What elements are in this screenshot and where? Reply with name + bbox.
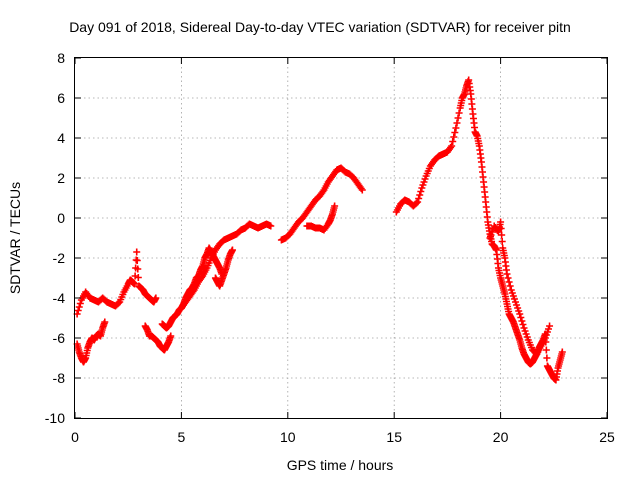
series-seg-c [141,322,175,354]
data-point [131,280,139,288]
data-point [76,300,84,307]
data-point [134,265,142,273]
y-tick-label: -8 [53,370,66,386]
data-point [152,294,160,302]
data-point [228,246,236,254]
data-point [503,270,511,278]
series-seg-e [177,220,275,312]
data-point [414,198,422,206]
y-tick-label: 8 [57,50,65,66]
series-seg-h [303,202,339,234]
data-point [331,202,339,210]
series-seg-i [392,76,566,384]
y-tick-label: -10 [45,410,65,426]
y-tick-label: -2 [53,250,66,266]
x-axis-label: GPS time / hours [287,457,394,473]
data-point [451,129,459,136]
data-point [453,119,461,127]
data-point [452,124,460,132]
y-axis-label: SDTVAR / TECUs [7,182,23,294]
data-point [447,144,455,151]
data-point [74,307,82,314]
data-point [358,186,366,194]
y-tick-label: 4 [57,130,65,146]
data-point [133,257,141,264]
data-point [133,248,141,256]
data-point [417,188,425,195]
data-point [267,222,275,230]
x-tick-label: 15 [386,429,402,445]
data-point [497,225,505,232]
series-seg-b [73,248,160,318]
data-point [543,354,551,362]
x-tick-label: 5 [178,429,186,445]
data-point [415,195,423,202]
data-point [516,310,524,318]
data-point [450,133,458,141]
data-point [75,303,83,311]
data-point [505,278,513,286]
data-point [131,272,139,280]
data-point [504,274,512,282]
data-point [455,109,463,117]
series-seg-g [277,164,366,244]
data-point [498,231,506,239]
data-point [498,238,506,245]
y-tick-label: 2 [57,170,65,186]
data-point [134,274,142,281]
axis-ticks: 0 5 10 15 20 25 -10 -8 -6 -4 -2 0 2 4 6 8 [45,50,615,445]
data-point [519,321,527,328]
data-point [449,138,457,145]
data-point [506,282,514,290]
data-point [357,185,365,192]
data-point [546,322,554,330]
data-point [454,114,462,122]
y-tick-label: -6 [53,330,66,346]
data-point [518,317,526,325]
chart-title: Day 091 of 2018, Sidereal Day-to-day VTE… [69,19,571,35]
data-point [448,142,456,150]
data-points [73,76,566,384]
data-point [413,199,421,207]
series-seg-a [73,318,109,366]
y-tick-label: -4 [53,290,66,306]
x-tick-label: 25 [599,429,615,445]
data-point [497,218,505,226]
data-point [416,191,424,199]
plot-frame [74,57,608,419]
data-point [101,318,109,326]
x-tick-label: 0 [71,429,79,445]
series-seg-f [211,246,236,290]
x-tick-label: 10 [280,429,296,445]
series-seg-j [486,218,554,358]
x-tick-label: 20 [493,429,509,445]
y-tick-label: 0 [57,210,65,226]
y-tick-label: 6 [57,90,65,106]
data-point [517,314,525,321]
data-point [542,346,550,354]
data-point [558,348,566,356]
data-point [167,332,175,340]
